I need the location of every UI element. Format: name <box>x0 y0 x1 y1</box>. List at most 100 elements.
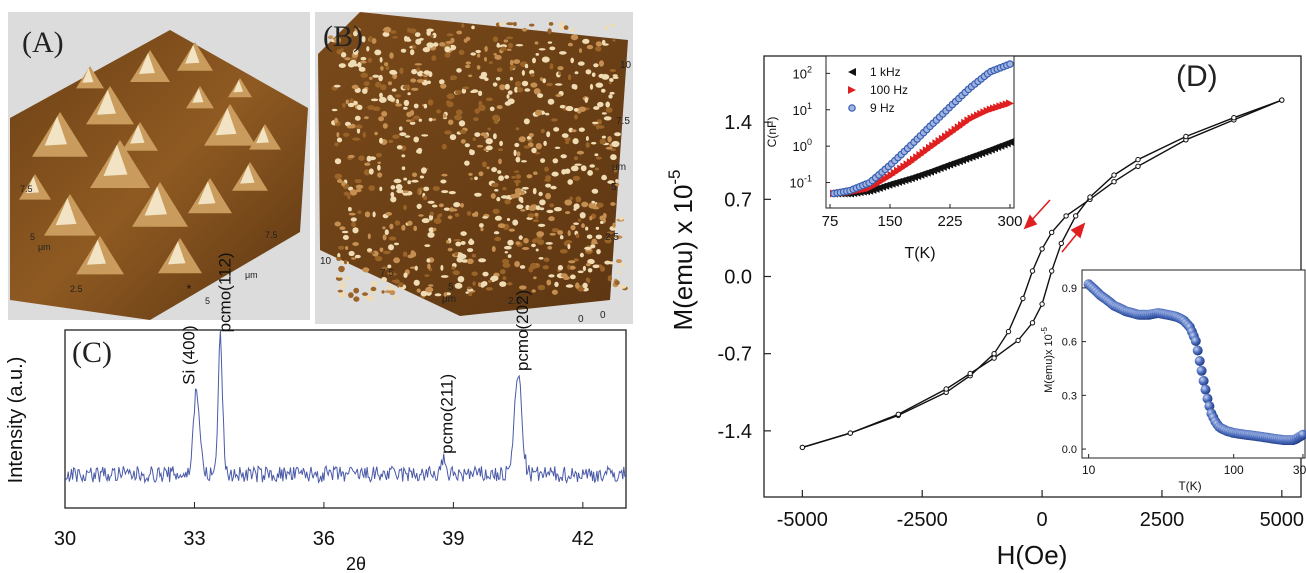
afm-grain <box>367 233 371 240</box>
afm-grain <box>381 277 387 283</box>
afm-grain <box>569 28 575 33</box>
afm-grain <box>409 110 415 116</box>
afm-grain <box>381 111 388 117</box>
hysteresis-point <box>1049 229 1055 236</box>
hysteresis-point <box>1039 301 1045 307</box>
mt-x-tick-label: 10 <box>1082 463 1096 477</box>
afm-grain <box>514 81 522 87</box>
afm-grain <box>394 242 399 246</box>
afm-grain <box>341 181 346 187</box>
afm-grain <box>418 214 424 217</box>
afm-grain <box>494 215 502 221</box>
afm-grain <box>597 101 604 108</box>
afm-grain <box>516 151 521 157</box>
afm-grain <box>513 179 522 184</box>
afm-grain <box>362 131 366 138</box>
afm-grain <box>448 119 454 125</box>
afm-grain <box>407 92 411 96</box>
afm-grain <box>551 228 560 233</box>
afm-grain <box>334 142 339 147</box>
afm-grain <box>456 68 462 73</box>
cap-legend-label: 9 Hz <box>870 101 895 115</box>
afm-grain <box>491 167 497 173</box>
arrow-down-icon <box>1029 199 1051 223</box>
afm-grain-highlight <box>44 116 67 146</box>
afm-grain <box>403 204 407 211</box>
cap-point <box>1006 138 1014 147</box>
svg-text:0: 0 <box>600 310 606 321</box>
afm-grain <box>595 226 600 230</box>
afm-grain <box>589 83 594 90</box>
afm-grain <box>350 217 357 222</box>
afm-grain <box>388 244 394 251</box>
cap-inset-y-axis-label: C(nF) <box>765 117 779 148</box>
hysteresis-x-axis-label: H(Oe) <box>997 540 1068 570</box>
afm-grain <box>370 281 378 287</box>
afm-grain <box>533 171 538 175</box>
afm-grain <box>540 158 546 164</box>
xrd-peak-label: pcmo(202) <box>513 290 532 371</box>
afm-grain <box>595 82 604 88</box>
afm-grain <box>352 48 359 56</box>
afm-grain <box>334 36 341 44</box>
afm-grain <box>510 65 517 69</box>
afm-grain <box>442 113 447 119</box>
afm-grain <box>362 88 368 94</box>
mt-inset-x-axis-label: T(K) <box>1178 479 1201 493</box>
afm-grain <box>360 72 369 78</box>
afm-grain <box>472 137 476 141</box>
afm-grain <box>338 245 345 250</box>
afm-grain <box>596 202 604 208</box>
mt-y-tick-label: 0.0 <box>1062 444 1077 456</box>
afm-grain <box>389 290 396 296</box>
afm-grain <box>407 254 414 259</box>
xrd-peak-label: pcmo(211) <box>438 374 457 454</box>
afm-grain <box>592 121 599 125</box>
afm-grain <box>488 61 493 64</box>
afm-grain <box>523 237 529 244</box>
afm-grain <box>551 171 559 177</box>
afm-grain <box>585 142 590 148</box>
afm-grain <box>345 246 349 250</box>
cap-x-tick-label: 225 <box>937 213 962 230</box>
afm-grain <box>487 127 491 131</box>
afm-grain <box>348 207 352 212</box>
afm-grain <box>434 293 442 297</box>
afm-grain <box>582 282 588 289</box>
xrd-x-tick-label: 39 <box>442 528 464 550</box>
afm-panel-b: (B) 10 7.5 5 μm 2.5 0 0 2.5 5 μm 7.5 10 <box>315 12 633 325</box>
afm-grain <box>379 186 383 192</box>
afm-grain <box>427 231 435 238</box>
afm-grain <box>538 257 544 260</box>
afm-grain <box>432 118 437 121</box>
afm-grain <box>531 147 537 154</box>
afm-grain <box>357 210 362 215</box>
mt-point <box>1192 345 1203 356</box>
afm-grain <box>410 250 415 255</box>
hysteresis-x-ticks: -5000 -2500 0 2500 5000 <box>777 490 1304 531</box>
afm-grain <box>421 134 429 137</box>
afm-grain <box>565 211 571 215</box>
afm-grain <box>482 271 489 277</box>
afm-grain <box>480 71 488 78</box>
afm-grain <box>461 88 467 94</box>
afm-grain <box>526 174 533 179</box>
afm-grain <box>599 60 604 67</box>
afm-grain <box>570 225 576 231</box>
afm-grain <box>378 96 387 103</box>
afm-grain <box>507 239 514 246</box>
afm-grain <box>546 131 551 138</box>
hysteresis-y-tick-label: -1.4 <box>718 421 752 443</box>
afm-grain <box>339 226 346 231</box>
afm-grain <box>548 274 555 278</box>
afm-grain <box>368 185 376 192</box>
afm-grain <box>580 165 587 172</box>
afm-grain <box>406 119 412 122</box>
hysteresis-y-axis-label: M(emu) x 10-5 <box>665 169 698 330</box>
svg-text:10: 10 <box>620 60 632 71</box>
hysteresis-point <box>847 430 853 436</box>
mt-point <box>1202 393 1213 404</box>
xrd-frame <box>64 329 627 509</box>
hysteresis-point <box>1183 133 1189 140</box>
afm-grain <box>537 223 546 227</box>
